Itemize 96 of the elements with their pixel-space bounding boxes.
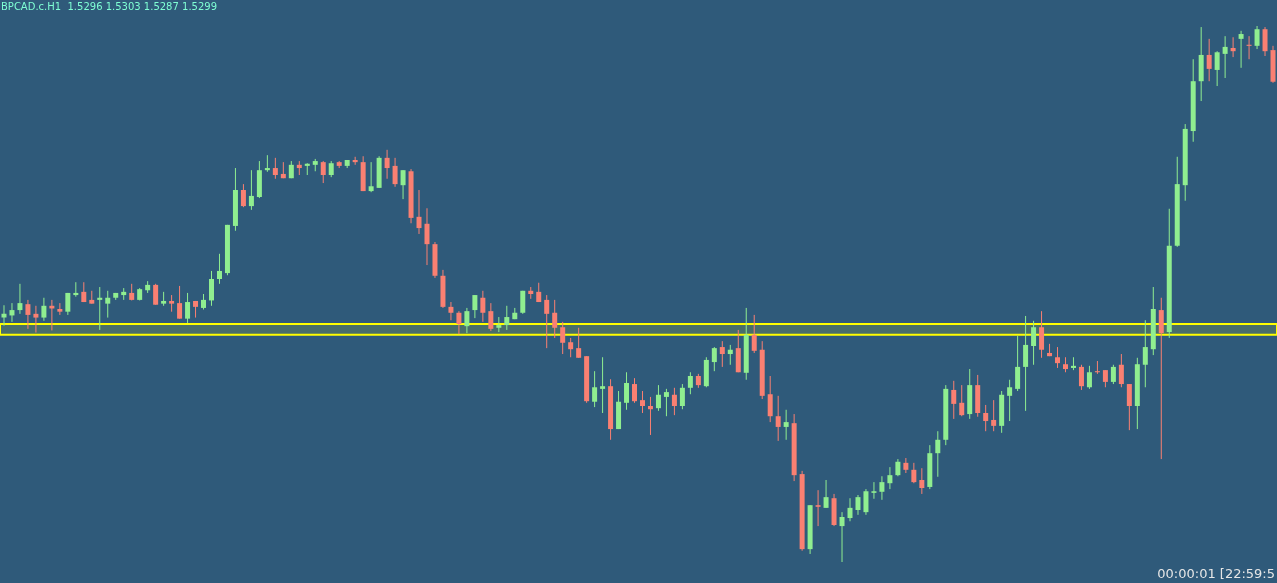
candlestick <box>1039 310 1045 359</box>
candlestick <box>1246 35 1252 60</box>
candlestick <box>320 160 326 184</box>
candlestick <box>544 294 550 349</box>
candlestick <box>719 340 725 368</box>
candlestick <box>655 384 661 412</box>
candlestick <box>647 396 653 436</box>
candlestick <box>488 302 494 332</box>
candlestick <box>153 283 159 306</box>
candlestick <box>1086 365 1092 390</box>
candlestick <box>823 479 829 509</box>
candlestick <box>951 380 957 420</box>
candlestick <box>711 346 717 372</box>
candlestick <box>887 466 893 490</box>
candlestick <box>1142 319 1148 388</box>
candlestick <box>1110 364 1116 385</box>
candlestick <box>879 475 885 501</box>
candlestick <box>424 207 430 266</box>
candlestick <box>464 307 470 334</box>
candlestick <box>1078 364 1084 391</box>
candlestick <box>1 304 7 327</box>
candlestick <box>9 302 15 323</box>
candlestick <box>368 161 374 193</box>
candlestick <box>671 387 677 416</box>
candlestick <box>839 511 845 563</box>
candlestick <box>1007 379 1013 422</box>
candlestick <box>1118 353 1124 388</box>
candlestick <box>871 481 877 500</box>
candlestick <box>177 285 183 320</box>
candlestick <box>1214 50 1220 87</box>
candlestick <box>1055 346 1061 369</box>
candlestick <box>272 157 278 180</box>
candlestick <box>1238 30 1244 69</box>
candlestick <box>97 286 103 331</box>
candlestick <box>815 489 821 527</box>
candlestick <box>1094 360 1100 375</box>
candlestick <box>1031 320 1037 366</box>
candlestick <box>1262 26 1268 57</box>
candlestick <box>472 294 478 319</box>
text: 00:00:01 [22:59:5 <box>1157 566 1276 581</box>
candlestick <box>448 301 454 321</box>
candlestick <box>983 404 989 432</box>
candlestick <box>105 290 111 319</box>
candlestick <box>552 299 558 339</box>
candlestick <box>959 384 965 417</box>
candlestick <box>1222 35 1228 79</box>
candlestick <box>600 356 606 414</box>
candlestick <box>480 290 486 323</box>
candlestick <box>632 377 638 404</box>
candlestick <box>57 302 63 316</box>
candlestick <box>33 305 39 334</box>
candlestick <box>1126 383 1132 431</box>
candlestick <box>185 292 191 324</box>
candlestick <box>504 305 510 331</box>
candlestick <box>751 314 757 354</box>
candlestick <box>1015 335 1021 392</box>
candlestick <box>568 337 574 358</box>
candlestick <box>663 388 669 417</box>
candlestick <box>991 399 997 432</box>
candlestick <box>1158 297 1164 460</box>
candlestick <box>456 310 462 335</box>
candlestick <box>727 344 733 366</box>
candlestick <box>216 253 222 285</box>
candlestick <box>679 383 685 410</box>
candlestick <box>1206 38 1212 82</box>
candlestick <box>863 488 869 516</box>
candlestick <box>919 467 925 495</box>
candlestick <box>903 457 909 474</box>
candlestick <box>911 462 917 484</box>
candlestick <box>400 169 406 200</box>
candlestick <box>416 189 422 235</box>
candlestick <box>783 409 789 441</box>
candlestick <box>576 327 582 359</box>
candlestick <box>687 371 693 395</box>
candlestick <box>624 371 630 411</box>
candlestick <box>41 297 47 322</box>
candlestick <box>560 321 566 355</box>
candlestick <box>17 283 23 315</box>
candlestick <box>767 375 773 423</box>
candlestick <box>1023 315 1029 412</box>
chart-title: BPCAD.c.H1 1.5296 1.5303 1.5287 1.5299 <box>1 0 218 12</box>
candlestick <box>25 299 31 330</box>
candlestick <box>248 169 254 211</box>
candlestick <box>935 430 941 478</box>
candlestick <box>392 157 398 188</box>
candlestick <box>209 270 214 307</box>
candlestick <box>592 370 598 408</box>
candlestick <box>1254 25 1260 50</box>
candlestick <box>384 149 390 180</box>
candlestick <box>1230 36 1236 58</box>
candlestick <box>775 395 781 442</box>
candlestick <box>847 497 853 522</box>
candlestick <box>73 281 79 298</box>
candlestick <box>639 390 645 414</box>
candlestick <box>855 494 861 516</box>
candlestick <box>240 183 246 208</box>
